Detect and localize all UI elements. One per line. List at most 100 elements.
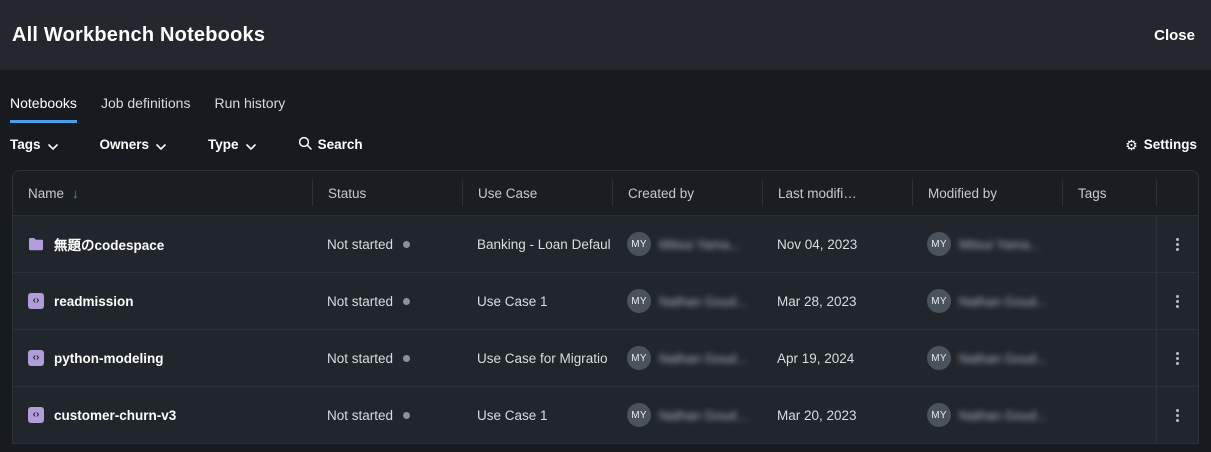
status-cell: Not started — [312, 330, 462, 386]
kebab-menu-icon — [1176, 237, 1179, 251]
settings-label: Settings — [1143, 137, 1197, 152]
column-header-use-case[interactable]: Use Case — [462, 180, 612, 206]
created-by-cell: MY Nathan Goud... — [612, 387, 762, 443]
status-dot-icon — [403, 411, 411, 419]
row-actions-menu-button[interactable] — [1156, 387, 1198, 443]
tags-cell — [1062, 216, 1156, 272]
status-text: Not started — [327, 350, 394, 366]
table-row[interactable]: ‹› python-modeling Not started Use Case … — [13, 330, 1198, 387]
avatar: MY — [927, 346, 951, 370]
notebooks-table: Name ↓ Status Use Case Created by Last m… — [12, 170, 1199, 444]
modified-by-cell: MY Nathan Goud... — [912, 330, 1062, 386]
codespace-icon: ‹› — [28, 407, 44, 423]
modified-by-cell: MY Nathan Goud... — [912, 387, 1062, 443]
notebook-name-cell[interactable]: ‹› python-modeling — [13, 330, 312, 386]
last-modified-date: Nov 04, 2023 — [777, 236, 858, 252]
type-filter-dropdown[interactable]: Type — [208, 136, 256, 153]
use-case-text: Use Case for Migratio — [477, 350, 608, 366]
modified-by-name-blurred: Nathan Goud... — [959, 350, 1048, 366]
search-button[interactable]: Search — [298, 136, 363, 153]
tab-bar: Notebooks Job definitions Run history — [0, 70, 1211, 123]
use-case-cell: Use Case 1 — [462, 387, 612, 443]
settings-button[interactable]: ⚙ Settings — [1125, 137, 1197, 152]
owners-filter-label: Owners — [99, 137, 150, 152]
avatar: MY — [927, 289, 951, 313]
notebook-name: 無題のcodespace — [54, 238, 165, 253]
tags-filter-dropdown[interactable]: Tags — [10, 136, 58, 153]
use-case-text: Use Case 1 — [477, 293, 548, 309]
status-cell: Not started — [312, 387, 462, 443]
last-modified-cell: Mar 28, 2023 — [762, 273, 912, 329]
status-cell: Not started — [312, 273, 462, 329]
chevron-down-icon — [156, 138, 166, 153]
created-by-name-blurred: Nathan Goud... — [659, 407, 748, 423]
table-header-row: Name ↓ Status Use Case Created by Last m… — [13, 171, 1198, 216]
table-row[interactable]: ‹› 無題のcodespace Not started Banking - Lo… — [13, 216, 1198, 273]
close-button[interactable]: Close — [1154, 26, 1195, 44]
column-header-actions — [1156, 180, 1198, 206]
kebab-menu-icon — [1176, 408, 1179, 422]
last-modified-cell: Mar 20, 2023 — [762, 387, 912, 443]
table-row[interactable]: ‹› customer-churn-v3 Not started Use Cas… — [13, 387, 1198, 444]
tab-job-definitions[interactable]: Job definitions — [100, 95, 191, 111]
row-actions-menu-button[interactable] — [1156, 273, 1198, 329]
kebab-menu-icon — [1176, 351, 1179, 365]
use-case-cell: Banking - Loan Defaul — [462, 216, 612, 272]
status-text: Not started — [327, 236, 394, 252]
gear-icon: ⚙ — [1125, 136, 1138, 153]
column-header-name[interactable]: Name ↓ — [28, 185, 79, 201]
sort-descending-icon[interactable]: ↓ — [72, 185, 79, 201]
created-by-cell: MY Nathan Goud... — [612, 330, 762, 386]
column-header-tags[interactable]: Tags — [1062, 180, 1156, 206]
search-icon — [298, 136, 312, 153]
use-case-text: Use Case 1 — [477, 407, 548, 423]
status-text: Not started — [327, 407, 394, 423]
row-actions-menu-button[interactable] — [1156, 330, 1198, 386]
kebab-menu-icon — [1176, 294, 1179, 308]
folder-icon — [28, 237, 44, 251]
last-modified-date: Mar 20, 2023 — [777, 407, 857, 423]
notebook-name-cell[interactable]: ‹› readmission — [13, 273, 312, 329]
table-row[interactable]: ‹› readmission Not started Use Case 1 MY… — [13, 273, 1198, 330]
notebook-name: customer-churn-v3 — [54, 407, 177, 423]
row-actions-menu-button[interactable] — [1156, 216, 1198, 272]
use-case-cell: Use Case 1 — [462, 273, 612, 329]
status-cell: Not started — [312, 216, 462, 272]
column-header-last-modified[interactable]: Last modifi… — [762, 180, 912, 206]
tab-run-history[interactable]: Run history — [214, 95, 286, 111]
created-by-cell: MY Nathan Goud... — [612, 273, 762, 329]
avatar: MY — [927, 403, 951, 427]
codespace-icon: ‹› — [28, 350, 44, 366]
notebook-name-cell[interactable]: ‹› customer-churn-v3 — [13, 387, 312, 443]
created-by-cell: MY Mitsui Yama... — [612, 216, 762, 272]
tab-notebooks[interactable]: Notebooks — [10, 95, 77, 123]
modified-by-cell: MY Nathan Goud... — [912, 273, 1062, 329]
search-label: Search — [317, 137, 363, 152]
column-header-status[interactable]: Status — [312, 180, 462, 206]
chevron-down-icon — [47, 138, 58, 153]
notebook-name-cell[interactable]: ‹› 無題のcodespace — [13, 216, 312, 272]
owners-filter-dropdown[interactable]: Owners — [100, 136, 167, 153]
chevron-down-icon — [245, 138, 256, 153]
tags-cell — [1062, 330, 1156, 386]
last-modified-date: Apr 19, 2024 — [777, 350, 855, 366]
use-case-text: Banking - Loan Defaul — [477, 236, 611, 252]
created-by-name-blurred: Mitsui Yama... — [659, 236, 741, 252]
column-header-modified-by[interactable]: Modified by — [912, 180, 1062, 206]
created-by-name-blurred: Nathan Goud... — [659, 350, 748, 366]
tags-cell — [1062, 273, 1156, 329]
avatar: MY — [627, 346, 651, 370]
modified-by-name-blurred: Nathan Goud... — [959, 407, 1048, 423]
use-case-cell: Use Case for Migratio — [462, 330, 612, 386]
created-by-name-blurred: Nathan Goud... — [659, 293, 748, 309]
window-header: All Workbench Notebooks Close — [0, 0, 1211, 70]
page-title: All Workbench Notebooks — [12, 23, 266, 46]
status-text: Not started — [327, 293, 394, 309]
filter-bar: Tags Owners Type Search ⚙ Settings — [0, 123, 1211, 153]
notebook-name: readmission — [54, 293, 134, 309]
status-dot-icon — [403, 354, 411, 362]
column-header-created-by[interactable]: Created by — [612, 180, 762, 206]
avatar: MY — [627, 289, 651, 313]
modified-by-name-blurred: Nathan Goud... — [959, 293, 1048, 309]
tags-cell — [1062, 387, 1156, 443]
